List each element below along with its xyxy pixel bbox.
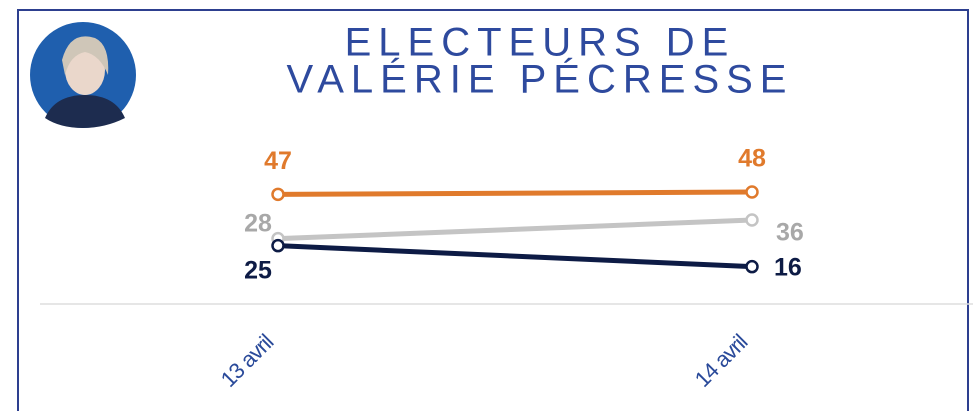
value-label: 28 — [244, 209, 272, 237]
point — [747, 187, 758, 198]
value-label: 25 — [244, 256, 272, 284]
series-line — [278, 220, 752, 239]
series-line — [278, 246, 752, 267]
value-label: 48 — [738, 145, 766, 173]
point — [747, 261, 758, 272]
point — [273, 240, 284, 251]
value-label: 36 — [776, 219, 804, 247]
series-line — [278, 192, 752, 194]
x-tick-label: 14 avril — [690, 330, 752, 392]
chart-title: VALÉRIE PÉCRESSE — [287, 57, 794, 102]
chart: ELECTEURS DE VALÉRIE PÉCRESSE 13 avril14… — [0, 0, 973, 411]
point — [747, 215, 758, 226]
x-tick-label: 13 avril — [216, 330, 278, 392]
value-label: 47 — [264, 147, 292, 175]
avatar — [30, 22, 136, 128]
value-label: 16 — [774, 253, 802, 281]
point — [273, 189, 284, 200]
